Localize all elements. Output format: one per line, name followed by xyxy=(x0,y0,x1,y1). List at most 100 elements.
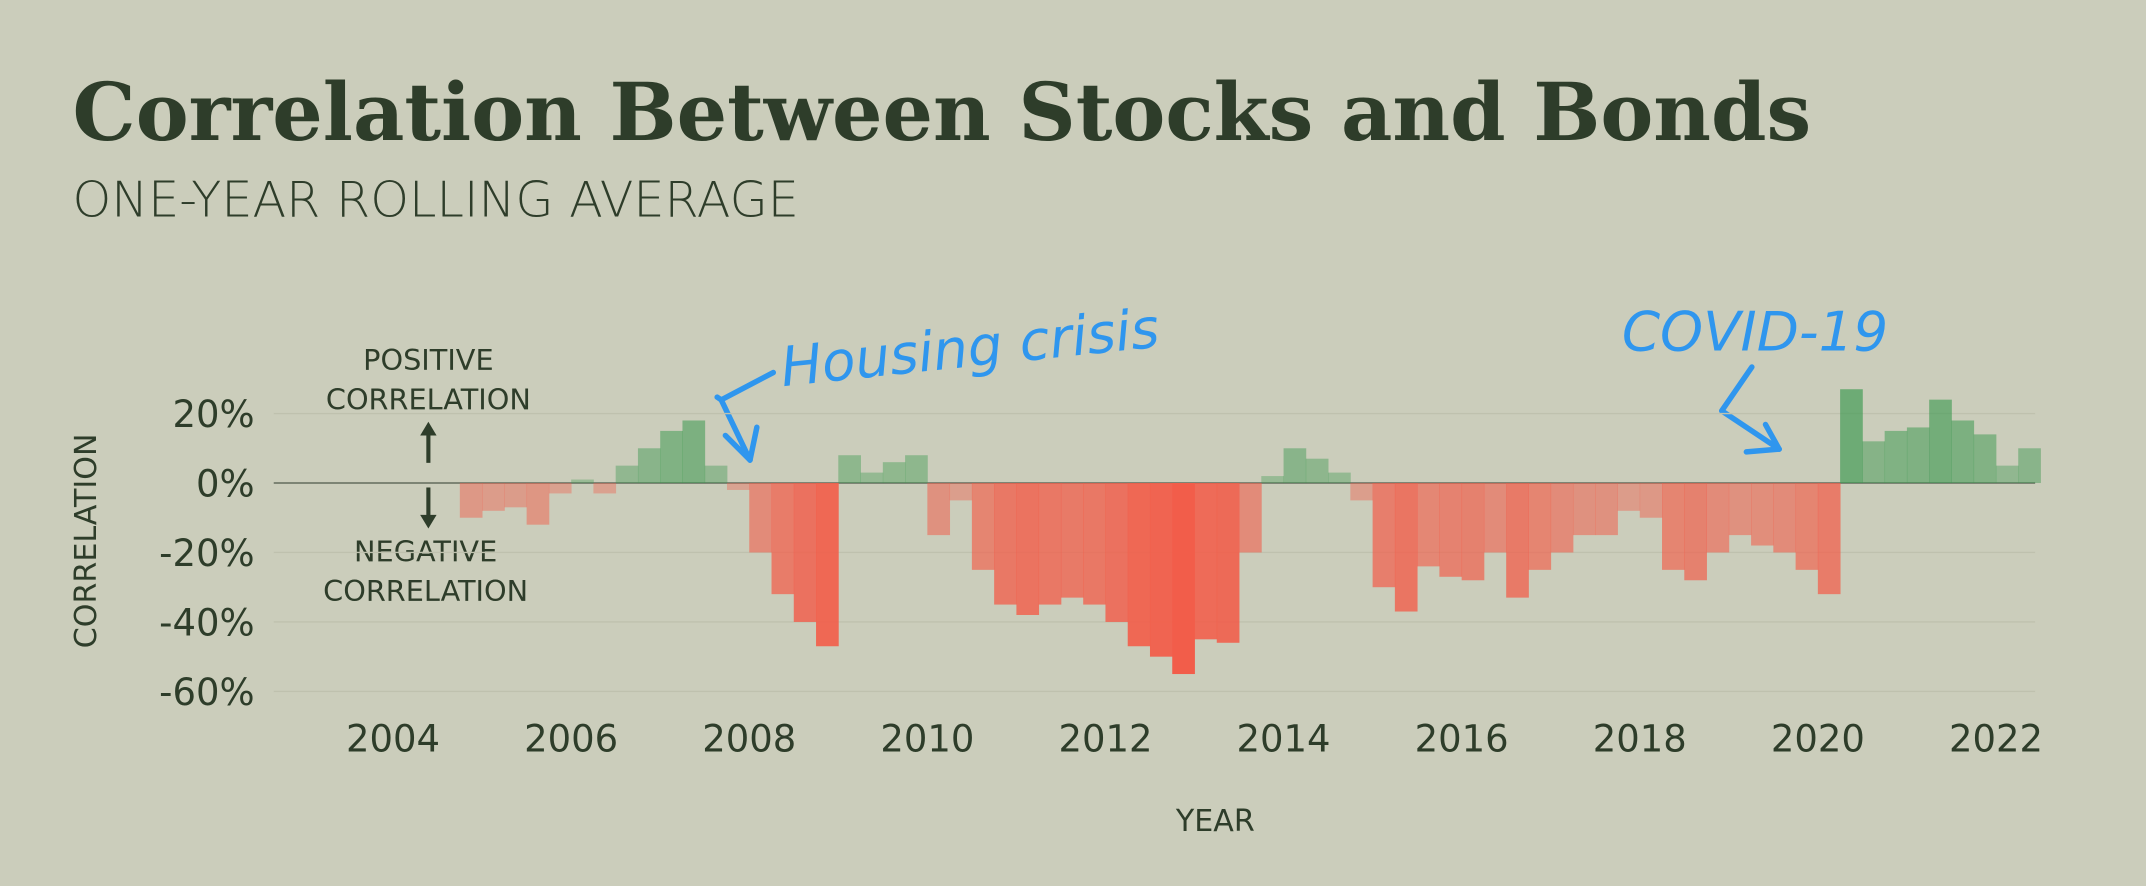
bar xyxy=(1862,441,1886,484)
bar xyxy=(971,483,995,570)
bar xyxy=(1751,483,1774,546)
annotation-arrows xyxy=(714,364,1782,463)
bar xyxy=(1728,483,1752,536)
bar xyxy=(793,483,817,622)
bar xyxy=(593,483,617,494)
bar xyxy=(1929,399,1952,484)
bar xyxy=(1506,483,1529,598)
chart-subtitle: ONE-YEAR ROLLING AVERAGE xyxy=(73,170,799,228)
bar xyxy=(1706,483,1730,553)
bar xyxy=(1216,483,1240,643)
bar xyxy=(1372,483,1396,588)
positive-label: POSITIVE xyxy=(363,343,494,377)
bar xyxy=(749,483,772,553)
bar xyxy=(637,448,661,484)
bars xyxy=(459,389,2041,675)
x-tick-label: 2004 xyxy=(346,718,440,761)
bar xyxy=(1951,420,1975,484)
bar xyxy=(1283,448,1307,484)
bar xyxy=(1572,483,1596,536)
annotation: COVID-19 xyxy=(1622,300,1888,364)
bar xyxy=(882,462,906,484)
y-axis-label: CORRELATION xyxy=(69,434,104,649)
bar xyxy=(1194,483,1218,640)
x-tick-label: 2014 xyxy=(1237,718,1331,761)
y-tick-label: 0% xyxy=(196,463,255,506)
bar xyxy=(571,479,594,484)
bar xyxy=(927,483,951,536)
bar xyxy=(660,430,683,484)
bar xyxy=(1261,476,1284,484)
bar xyxy=(1439,483,1463,577)
negative-label: CORRELATION xyxy=(323,574,528,608)
bar xyxy=(1417,483,1440,567)
bar xyxy=(1172,483,1195,675)
bar xyxy=(1149,483,1173,657)
bar xyxy=(1662,483,1685,570)
bar xyxy=(1840,389,1863,484)
bar xyxy=(1105,483,1129,622)
bar xyxy=(504,483,528,508)
bar xyxy=(1483,483,1507,553)
x-tick-label: 2006 xyxy=(524,718,618,761)
bar xyxy=(1127,483,1151,647)
chart-title: Correlation Between Stocks and Bonds xyxy=(73,65,1812,159)
bar xyxy=(994,483,1017,605)
bar xyxy=(1350,483,1374,501)
bar xyxy=(1239,483,1262,553)
bar xyxy=(482,483,505,511)
bar xyxy=(615,465,639,484)
x-tick-label: 2018 xyxy=(1593,718,1687,761)
bar xyxy=(682,420,706,484)
bar xyxy=(1083,483,1106,605)
bar xyxy=(1528,483,1552,570)
x-axis-label: YEAR xyxy=(1175,804,1255,839)
bar xyxy=(771,483,795,595)
bar xyxy=(1639,483,1663,518)
bar xyxy=(1617,483,1641,511)
bar xyxy=(1595,483,1618,536)
bar xyxy=(1817,483,1841,595)
bar xyxy=(704,465,728,484)
x-tick-label: 2010 xyxy=(880,718,974,761)
bar xyxy=(838,455,861,484)
bar xyxy=(526,483,550,525)
bar xyxy=(548,483,572,494)
bar xyxy=(1016,483,1040,615)
bar xyxy=(2018,448,2041,484)
bar xyxy=(1995,465,2019,484)
bar xyxy=(1684,483,1707,581)
x-tick-label: 2022 xyxy=(1949,718,2043,761)
y-tick-label: -40% xyxy=(159,602,254,645)
x-tick-label: 2016 xyxy=(1415,718,1509,761)
x-tick-label: 2020 xyxy=(1771,718,1865,761)
bar xyxy=(1305,458,1329,484)
positive-label: CORRELATION xyxy=(326,382,531,416)
bar xyxy=(1550,483,1574,553)
bar xyxy=(1795,483,1819,570)
bar xyxy=(1884,430,1908,484)
bar xyxy=(949,483,973,501)
bar xyxy=(860,472,884,484)
direction-arrows xyxy=(420,421,437,529)
bar xyxy=(1328,472,1351,484)
bar xyxy=(726,483,750,490)
bar xyxy=(1906,427,1930,484)
bar xyxy=(1060,483,1084,598)
bar xyxy=(459,483,483,518)
bar xyxy=(1773,483,1797,553)
bar xyxy=(1038,483,1062,605)
y-tick-label: -60% xyxy=(159,671,254,714)
x-tick-label: 2012 xyxy=(1058,718,1152,761)
bar xyxy=(1973,434,1997,484)
x-tick-label: 2008 xyxy=(702,718,796,761)
y-tick-label: -20% xyxy=(159,532,254,575)
negative-label: NEGATIVE xyxy=(354,534,497,568)
bar xyxy=(905,455,928,484)
ticks: -60% -40% -20% 0% 20% 2004 2006 2008 2010 2012 201… xyxy=(159,393,2043,760)
bar xyxy=(1394,483,1418,612)
y-tick-label: 20% xyxy=(172,393,254,436)
bar xyxy=(1461,483,1485,581)
